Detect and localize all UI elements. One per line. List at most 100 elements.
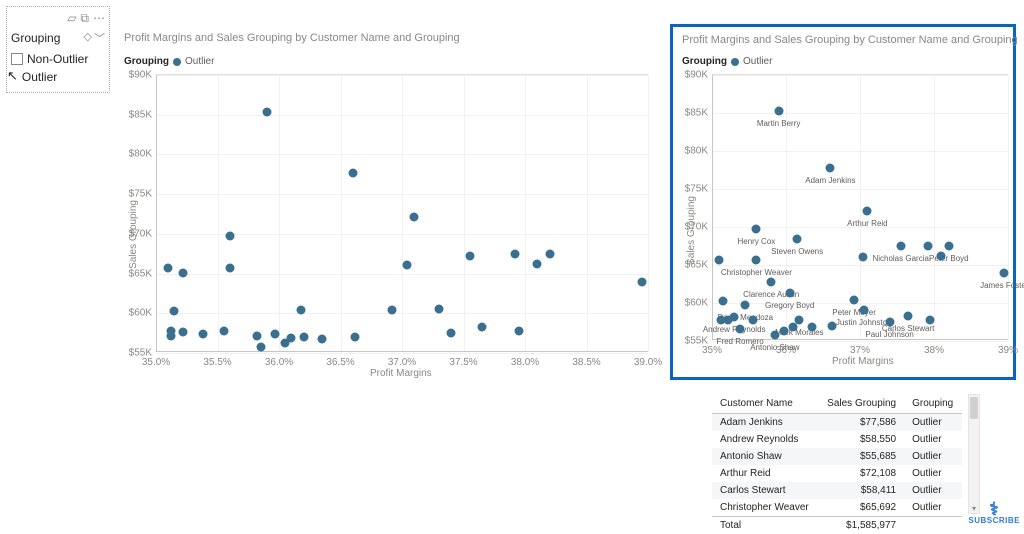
data-point[interactable] — [434, 305, 443, 314]
data-point[interactable] — [858, 252, 867, 261]
table-row[interactable]: Christopher Weaver$65,692Outlier — [712, 499, 962, 517]
data-point[interactable] — [170, 306, 179, 315]
data-point[interactable] — [826, 164, 835, 173]
filter-icon[interactable]: ▱ — [67, 11, 76, 26]
data-point[interactable] — [533, 260, 542, 269]
data-point[interactable] — [179, 268, 188, 277]
data-point[interactable] — [262, 108, 271, 117]
data-point[interactable] — [1000, 269, 1009, 278]
table-cell: $72,108 — [818, 465, 904, 482]
data-point[interactable] — [410, 213, 419, 222]
data-point[interactable] — [789, 322, 798, 331]
data-point[interactable] — [447, 329, 456, 338]
data-point[interactable] — [198, 329, 207, 338]
table-row[interactable]: Arthur Reid$72,108Outlier — [712, 465, 962, 482]
data-point[interactable] — [179, 327, 188, 336]
data-point[interactable] — [767, 277, 776, 286]
data-point[interactable] — [511, 249, 520, 258]
table-header[interactable]: Sales Grouping — [818, 394, 904, 414]
data-point[interactable] — [793, 235, 802, 244]
data-point[interactable] — [252, 331, 261, 340]
table-cell: Arthur Reid — [712, 465, 818, 482]
data-point[interactable] — [752, 255, 761, 264]
left-chart-xlabel: Profit Margins — [370, 368, 432, 379]
data-point[interactable] — [287, 333, 296, 342]
y-tick: $85K — [122, 109, 152, 120]
table-row[interactable]: Andrew Reynolds$58,550Outlier — [712, 431, 962, 448]
y-tick: $60K — [678, 298, 708, 309]
y-tick: $80K — [122, 149, 152, 160]
data-point[interactable] — [477, 322, 486, 331]
data-point[interactable] — [219, 326, 228, 335]
data-point[interactable] — [545, 249, 554, 258]
data-point[interactable] — [779, 327, 788, 336]
slicer-item[interactable]: Non-Outlier — [11, 50, 105, 68]
cursor-icon[interactable]: ↖ — [7, 68, 18, 84]
table-row[interactable]: Carlos Stewart$58,411Outlier — [712, 482, 962, 499]
checkbox-icon[interactable] — [11, 53, 23, 65]
data-point[interactable] — [256, 342, 265, 351]
data-point[interactable] — [514, 326, 523, 335]
data-point-label: Gregory Boyd — [765, 301, 814, 310]
data-point[interactable] — [465, 252, 474, 261]
data-point[interactable] — [926, 315, 935, 324]
data-point[interactable] — [785, 289, 794, 298]
data-point[interactable] — [225, 264, 234, 273]
data-point[interactable] — [724, 316, 733, 325]
x-tick: 37% — [850, 345, 870, 356]
data-point[interactable] — [937, 251, 946, 260]
data-point[interactable] — [904, 311, 913, 320]
more-icon[interactable]: ⋯ — [93, 11, 105, 26]
data-point[interactable] — [770, 330, 779, 339]
data-point[interactable] — [748, 315, 757, 324]
data-point[interactable] — [719, 296, 728, 305]
data-point[interactable] — [850, 295, 859, 304]
table-row[interactable]: Adam Jenkins$77,586Outlier — [712, 414, 962, 432]
data-point[interactable] — [166, 332, 175, 341]
table-scrollbar[interactable]: ▴ ▾ — [968, 394, 980, 514]
data-point[interactable] — [225, 232, 234, 241]
data-point[interactable] — [164, 264, 173, 273]
data-point[interactable] — [715, 255, 724, 264]
table-row[interactable]: Antonio Shaw$55,685Outlier — [712, 448, 962, 465]
left-chart-plot[interactable]: 35.0%35.5%36.0%36.5%37.0%37.5%38.0%38.5%… — [156, 74, 648, 352]
eraser-icon[interactable]: ◇ — [84, 30, 92, 46]
data-point[interactable] — [807, 323, 816, 332]
data-table[interactable]: Customer NameSales GroupingGrouping Adam… — [712, 394, 962, 534]
data-point[interactable] — [318, 334, 327, 343]
x-tick: 35.0% — [142, 357, 170, 368]
data-point[interactable] — [348, 168, 357, 177]
data-point[interactable] — [863, 207, 872, 216]
data-point[interactable] — [271, 329, 280, 338]
data-point[interactable] — [859, 305, 868, 314]
scroll-thumb[interactable] — [970, 397, 978, 419]
slicer-item[interactable]: ↖Outlier — [11, 68, 105, 86]
table-header[interactable]: Customer Name — [712, 394, 818, 414]
subscribe-badge[interactable]: ⚕ SUBSCRIBE — [968, 502, 1020, 525]
slicer-title: Grouping — [11, 31, 60, 45]
data-point[interactable] — [896, 242, 905, 251]
data-point[interactable] — [402, 260, 411, 269]
data-point[interactable] — [388, 306, 397, 315]
data-point[interactable] — [944, 242, 953, 251]
data-point[interactable] — [774, 106, 783, 115]
right-chart-plot[interactable]: 35%36%37%38%39%$55K$60K$65K$70K$75K$80K$… — [712, 74, 1008, 340]
data-point[interactable] — [351, 333, 360, 342]
data-point[interactable] — [827, 321, 836, 330]
data-point[interactable] — [924, 242, 933, 251]
total-blank — [904, 517, 962, 534]
data-point[interactable] — [299, 333, 308, 342]
table-header[interactable]: Grouping — [904, 394, 962, 414]
data-point[interactable] — [752, 225, 761, 234]
data-point-label: James Foster — [980, 281, 1024, 290]
chevron-down-icon[interactable]: ﹀ — [94, 30, 105, 46]
data-point[interactable] — [637, 278, 646, 287]
data-point[interactable] — [741, 301, 750, 310]
table-cell: $65,692 — [818, 499, 904, 517]
slicer-header: Grouping ◇ ﹀ — [11, 28, 105, 50]
data-point[interactable] — [297, 306, 306, 315]
table-cell: $55,685 — [818, 448, 904, 465]
data-point[interactable] — [736, 324, 745, 333]
visual-icon[interactable]: ⧉ — [80, 11, 89, 26]
legend-label: Grouping — [682, 56, 727, 67]
